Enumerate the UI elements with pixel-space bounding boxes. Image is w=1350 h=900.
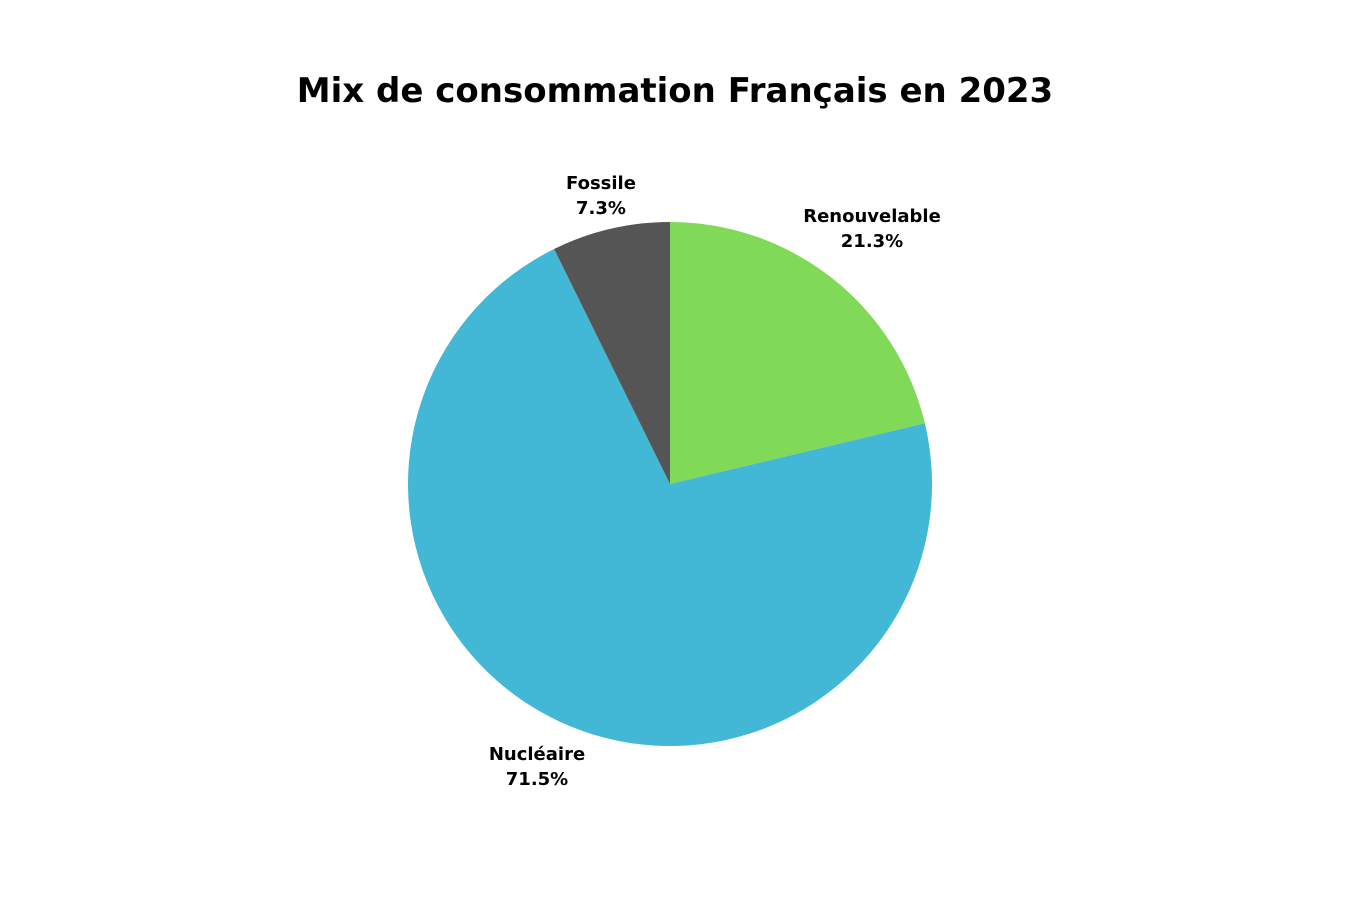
pie-slice-fossile <box>554 222 670 484</box>
slice-label-value: 7.3% <box>576 198 626 219</box>
slice-label-name: Nucléaire <box>489 744 585 765</box>
pie-labels: Renouvelable 21.3% Nucléaire 71.5% Fossile 7.… <box>489 173 941 790</box>
pie-slice-nucleaire <box>407 249 932 746</box>
pie-slice-renouvelable <box>670 222 925 484</box>
slice-label-value: 21.3% <box>841 231 903 252</box>
chart-title: Mix de consommation Français en 2023 <box>296 71 1054 111</box>
slice-label-name: Fossile <box>566 173 636 194</box>
slice-label-name: Renouvelable <box>803 206 941 227</box>
pie-slices <box>407 222 932 746</box>
slice-label-value: 71.5% <box>506 769 568 790</box>
